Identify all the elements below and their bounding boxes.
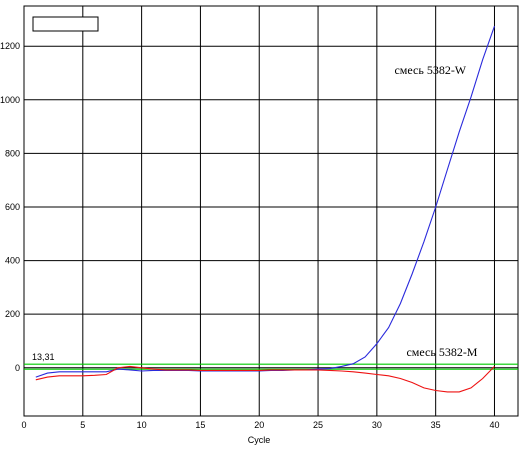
series-group — [35, 25, 496, 393]
y-tick-label: 200 — [5, 309, 20, 319]
series-line-1 — [35, 365, 495, 393]
x-tick-label: 35 — [431, 420, 441, 430]
y-tick-label: 1000 — [0, 95, 20, 105]
y-tick-label: 400 — [5, 256, 20, 266]
series-annotation-w: смесь 5382-W — [394, 63, 466, 77]
x-tick-label: 0 — [21, 420, 26, 430]
x-tick-label: 40 — [489, 420, 499, 430]
y-tick-label: 0 — [15, 363, 20, 373]
x-tick-label: 5 — [80, 420, 85, 430]
x-tick-label: 30 — [372, 420, 382, 430]
threshold-label: 13,31 — [32, 352, 55, 362]
y-tick-label: 1200 — [0, 41, 20, 51]
grid-lines — [24, 6, 518, 416]
threshold-group: 13,31 — [24, 352, 518, 370]
x-axis-label: Cycle — [248, 435, 271, 445]
x-tick-label: 10 — [137, 420, 147, 430]
x-tick-label: 25 — [313, 420, 323, 430]
x-tick-label: 20 — [254, 420, 264, 430]
y-tick-label: 600 — [5, 202, 20, 212]
x-tick-label: 15 — [195, 420, 205, 430]
series-annotation-m: смесь 5382-M — [406, 345, 477, 359]
y-tick-label: 800 — [5, 148, 20, 158]
legend-box — [32, 16, 99, 32]
